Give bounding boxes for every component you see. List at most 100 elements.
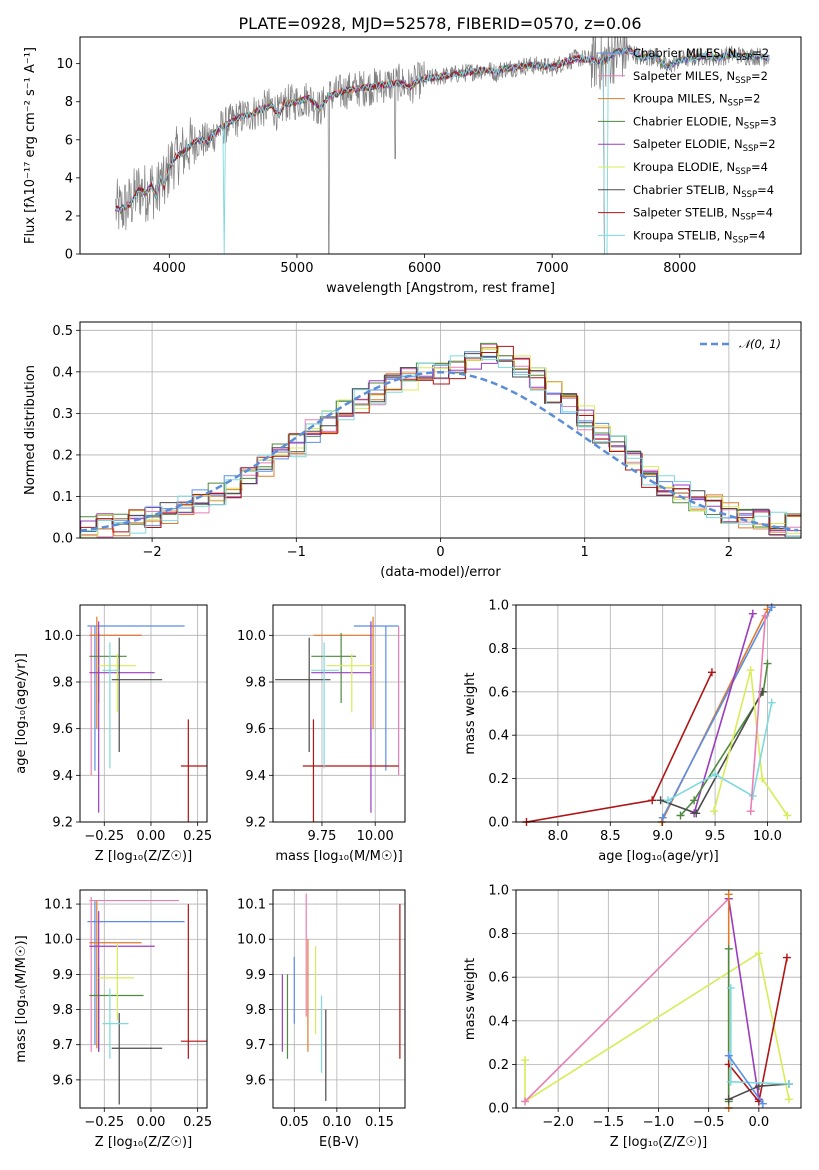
x-axis-label: wavelength [Angstrom, rest frame]: [326, 281, 555, 296]
observed-spectrum: [115, 37, 770, 254]
x-tick-label: 7000: [536, 261, 569, 276]
legend-label-tail: =3: [760, 114, 777, 128]
y-tick-label: 9.2: [52, 816, 73, 831]
y-tick-label: 0.2: [52, 448, 73, 463]
legend-label-main: Chabrier STELIB, N: [633, 183, 741, 197]
model-spectrum: [115, 46, 770, 254]
x-tick-label: 4000: [153, 261, 186, 276]
series-marker: [658, 813, 667, 822]
y-axis-label: mass weight: [463, 958, 478, 1040]
x-tick-label: 10.0: [753, 829, 782, 844]
x-axis-label: E(B-V): [319, 1135, 359, 1150]
legend-label-main: Salpeter ELODIE, N: [633, 137, 743, 151]
histogram-series: [80, 355, 801, 538]
y-tick-label: 9.4: [245, 769, 266, 784]
series-marker: [724, 890, 733, 899]
legend-label-main: Kroupa STELIB, N: [633, 228, 733, 242]
legend-label-main: Kroupa ELODIE, N: [633, 160, 735, 174]
legend-label-tail: =2: [752, 46, 769, 60]
y-tick-label: 9.9: [52, 968, 73, 983]
y-tick-label: 0.4: [488, 1014, 509, 1029]
series-marker: [763, 659, 772, 668]
legend-label-sub: SSP: [740, 213, 756, 223]
y-tick-label: 0.1: [52, 490, 73, 505]
legend-label-main: Chabrier ELODIE, N: [633, 114, 744, 128]
y-tick-label: 10.0: [44, 629, 73, 644]
x-tick-label: 0.00: [136, 829, 165, 844]
series-line: [749, 615, 767, 812]
y-tick-label: 9.8: [245, 676, 266, 691]
histogram-series: [80, 347, 801, 538]
y-tick-label: 9.6: [52, 722, 73, 737]
residuals-plot: −2 −1 0 1 2 0.0 0.1 0.2 0.3 0.4 0.5 (data-model)/er…: [23, 321, 802, 580]
x-axis-label: (data-model)/error: [380, 565, 501, 580]
legend-label: Kroupa MILES, NSSP=2: [633, 92, 760, 109]
y-tick-label: 0.4: [488, 729, 509, 744]
series-marker: [521, 1056, 530, 1065]
legend-label: Salpeter ELODIE, NSSP=2: [633, 137, 776, 154]
y-tick-label: 0.6: [488, 971, 509, 986]
legend-label: Salpeter STELIB, NSSP=4: [633, 206, 773, 223]
y-tick-label: 9.9: [245, 968, 266, 983]
series-marker: [726, 1077, 735, 1086]
y-tick-label: 1.0: [488, 884, 509, 899]
axes-frame: [79, 36, 802, 255]
legend-label: Kroupa ELODIE, NSSP=4: [633, 160, 768, 177]
y-axis-label: Flux [fλ10⁻¹⁷ erg cm⁻² s⁻¹ A⁻¹]: [23, 47, 38, 244]
histogram-series: [80, 344, 801, 538]
x-tick-label: 0.05: [280, 1115, 309, 1130]
y-tick-label: 2: [65, 209, 73, 224]
spectrum-plot: 4000 5000 6000 7000 8000 0 2 4 6 8 10 wavelength [A…: [23, 36, 802, 296]
y-tick-label: 6: [65, 133, 73, 148]
series-line: [727, 898, 760, 1100]
series-marker: [711, 770, 720, 779]
legend-label: Chabrier STELIB, NSSP=4: [633, 183, 774, 200]
y-tick-label: 9.6: [245, 722, 266, 737]
mass-vs-ebv-plot: 0.05 0.10 0.15 9.6 9.7 9.8 9.9 10.0 10.1 E(B-V): [237, 889, 406, 1150]
x-tick-label: −1.5: [593, 1115, 625, 1130]
x-tick-label: 0.25: [183, 1115, 212, 1130]
y-tick-label: 0.0: [52, 532, 73, 547]
y-tick-label: 0.2: [488, 1058, 509, 1073]
y-tick-label: 0.0: [488, 816, 509, 831]
legend-label-tail: =2: [751, 69, 768, 83]
series-marker: [710, 807, 719, 816]
y-tick-label: 10.0: [44, 933, 73, 948]
x-axis-label: age [log₁₀(age/yr)]: [598, 849, 719, 864]
series-marker: [758, 774, 767, 783]
series-marker: [767, 698, 776, 707]
series-line: [728, 1055, 764, 1105]
series-line: [526, 671, 713, 822]
axes-frame: [515, 889, 802, 1109]
x-tick-label: 0.15: [365, 1115, 394, 1130]
series-line: [679, 663, 769, 817]
x-tick-label: 0.00: [136, 1115, 165, 1130]
x-tick-label: 9.75: [307, 829, 336, 844]
y-tick-label: 0: [65, 248, 73, 263]
series-line: [524, 898, 730, 1103]
legend-label-sub: SSP: [728, 99, 744, 109]
series-marker: [707, 668, 716, 677]
legend-label-sub: SSP: [736, 53, 752, 63]
histogram-series: [80, 353, 801, 538]
axes-frame: [79, 321, 802, 539]
y-axis-label: age [log₁₀(age/yr)]: [14, 653, 29, 774]
x-tick-label: −0.5: [693, 1115, 725, 1130]
series-marker: [656, 796, 665, 805]
x-tick-label: 8.5: [600, 829, 621, 844]
x-axis-label: Z [log₁₀(Z/Z☉)]: [95, 1135, 192, 1150]
legend-label-sub: SSP: [743, 144, 759, 154]
legend-label-tail: =4: [757, 183, 774, 197]
axes-frame: [272, 604, 406, 823]
y-axis-label: mass weight: [463, 672, 478, 754]
y-tick-label: 0.6: [488, 685, 509, 700]
series-marker: [784, 1095, 793, 1104]
x-axis-label: Z [log₁₀(Z/Z☉)]: [610, 1135, 707, 1150]
legend-label-main: Kroupa MILES, N: [633, 92, 728, 106]
y-tick-label: 9.7: [245, 1038, 266, 1053]
series-marker: [758, 1099, 767, 1108]
mw-vs-age-plot: 8.0 8.5 9.0 9.5 10.0 0.0 0.2 0.4 0.6 0.8 1.0 age [l…: [463, 599, 802, 864]
legend-label-sub: SSP: [744, 121, 760, 131]
series-marker: [761, 611, 770, 620]
legend-label: Salpeter MILES, NSSP=2: [633, 69, 768, 86]
